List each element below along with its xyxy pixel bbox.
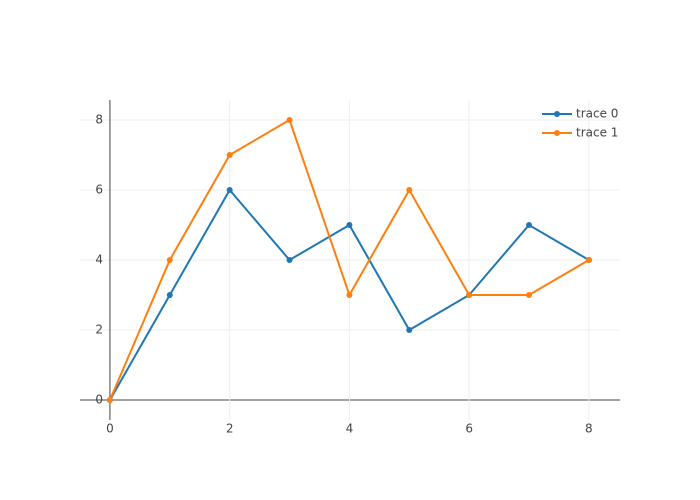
marker xyxy=(346,221,353,228)
marker xyxy=(406,327,413,334)
legend-label: trace 0 xyxy=(576,107,618,121)
legend-marker xyxy=(554,111,560,117)
marker xyxy=(585,257,592,263)
y-tick-label: 4 xyxy=(95,253,103,267)
marker xyxy=(526,292,533,299)
y-tick-label: 8 xyxy=(95,112,103,126)
legend-label: trace 1 xyxy=(576,126,618,140)
x-tick-label: 2 xyxy=(226,422,234,436)
y-tick-label: 0 xyxy=(95,393,103,407)
marker xyxy=(166,292,173,299)
marker xyxy=(466,292,473,299)
marker xyxy=(286,116,293,123)
marker xyxy=(406,186,413,193)
marker xyxy=(526,221,533,228)
marker xyxy=(106,397,113,404)
marker xyxy=(346,292,353,299)
marker xyxy=(166,257,173,263)
x-tick-label: 6 xyxy=(465,422,473,436)
x-tick-label: 0 xyxy=(106,422,114,436)
y-tick-label: 6 xyxy=(95,182,103,196)
y-tick-label: 2 xyxy=(95,323,103,337)
legend-marker xyxy=(554,130,560,136)
x-tick-label: 4 xyxy=(346,422,354,436)
marker xyxy=(286,257,293,263)
x-tick-label: 8 xyxy=(585,422,593,436)
marker xyxy=(226,186,233,193)
marker xyxy=(226,151,233,158)
